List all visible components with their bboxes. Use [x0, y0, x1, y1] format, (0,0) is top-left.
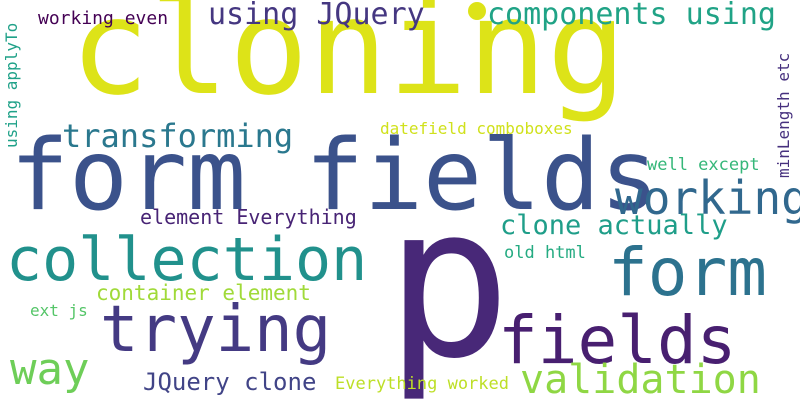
word-working: working: [615, 171, 800, 225]
word-jquery-clone: JQuery clone: [143, 368, 317, 396]
word-way: way: [10, 344, 90, 395]
word-working-even: working even: [38, 8, 169, 29]
word-well-except: well except: [647, 155, 760, 175]
word-fields: fields: [498, 302, 737, 379]
word-transforming: transforming: [62, 117, 294, 155]
word-datefield-comboboxes: datefield comboboxes: [380, 119, 573, 138]
word-trying: trying: [100, 293, 332, 367]
word-clone-actually: clone actually: [500, 210, 728, 241]
word-form-fields: form fields: [10, 119, 660, 233]
word-cloning: cloning: [70, 0, 627, 125]
word-using-jquery: using JQuery: [208, 0, 425, 32]
decorative-dot: [468, 2, 486, 20]
word-minlength-etc: minLength etc: [774, 52, 793, 178]
word-validation: validation: [520, 357, 761, 400]
word-ext-js: ext js: [30, 301, 88, 320]
word-everything-worked: Everything worked: [335, 374, 509, 394]
word-form: form: [608, 234, 767, 311]
word-container-element: container element: [96, 281, 311, 305]
word-p: p: [385, 160, 512, 400]
word-element-everything: element Everything: [140, 205, 357, 229]
word-using-applyto: using applyTo: [2, 22, 21, 148]
word-old-html: old html: [504, 243, 586, 263]
word-components-using: components using: [487, 0, 776, 32]
word-collection: collection: [6, 225, 368, 295]
